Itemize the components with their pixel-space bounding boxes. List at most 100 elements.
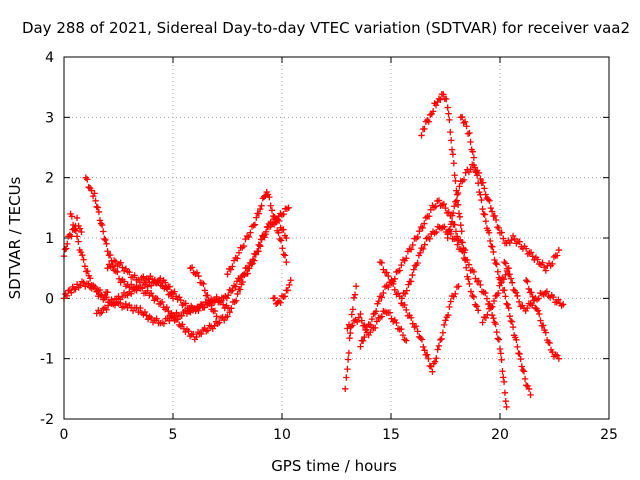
- data-point: [469, 148, 476, 155]
- data-point: [225, 291, 232, 299]
- data-point: [216, 319, 223, 326]
- data-point: [128, 281, 135, 288]
- data-point: [168, 291, 175, 298]
- data-point: [452, 198, 459, 206]
- data-point: [71, 226, 78, 233]
- data-point: [226, 309, 233, 316]
- data-point: [281, 252, 289, 259]
- data-point: [491, 212, 498, 220]
- data-point: [444, 312, 452, 319]
- data-point: [477, 281, 484, 289]
- data-point: [368, 315, 376, 323]
- data-point: [110, 300, 117, 308]
- data-point: [519, 366, 527, 374]
- data-point: [280, 226, 287, 233]
- data-point: [409, 271, 416, 279]
- data-point: [383, 269, 390, 276]
- data-point: [486, 237, 494, 245]
- data-point: [454, 241, 461, 248]
- data-point: [344, 365, 351, 373]
- data-point: [437, 336, 444, 344]
- data-point: [378, 259, 385, 267]
- data-point: [81, 263, 89, 270]
- data-point: [525, 285, 532, 293]
- data-point: [100, 228, 107, 235]
- data-point: [157, 300, 164, 307]
- data-point: [405, 281, 412, 288]
- data-point: [235, 249, 243, 256]
- data-point: [102, 236, 109, 244]
- data-point: [423, 351, 431, 358]
- data-point: [281, 293, 289, 300]
- data-point: [467, 166, 474, 173]
- data-point: [438, 335, 445, 343]
- data-point: [529, 293, 536, 300]
- data-point: [403, 255, 410, 262]
- data-point: [433, 228, 440, 236]
- data-point: [412, 323, 420, 330]
- data-point: [497, 350, 505, 357]
- data-point: [440, 200, 448, 208]
- data-point: [72, 227, 79, 235]
- data-point: [92, 197, 99, 205]
- data-point: [486, 197, 493, 204]
- data-point: [240, 242, 248, 250]
- data-point: [446, 226, 454, 233]
- data-point: [119, 264, 126, 271]
- data-point: [398, 325, 405, 333]
- data-point: [447, 221, 455, 228]
- data-point: [452, 235, 460, 242]
- data-point: [463, 123, 470, 130]
- data-point: [433, 355, 440, 362]
- data-point: [460, 245, 467, 252]
- data-points: [60, 90, 567, 411]
- x-tick-label: 15: [382, 427, 400, 443]
- data-point: [555, 355, 563, 362]
- data-point: [126, 269, 133, 276]
- data-point: [103, 240, 110, 248]
- data-point: [506, 312, 514, 320]
- data-point: [279, 245, 286, 252]
- data-point: [201, 287, 209, 294]
- data-point: [479, 179, 487, 186]
- data-point: [470, 268, 478, 276]
- axis-ticks: 0 5 10 15 20 25 -2 -1 0 1 2 3 4: [40, 50, 618, 443]
- data-point: [93, 288, 100, 296]
- data-point: [349, 306, 357, 313]
- data-point: [485, 229, 493, 236]
- data-point: [427, 363, 435, 370]
- data-point: [414, 233, 421, 241]
- data-point: [407, 314, 415, 321]
- data-point: [455, 283, 462, 290]
- data-point: [483, 295, 491, 302]
- data-point: [543, 288, 551, 295]
- data-point: [120, 278, 128, 285]
- data-point: [421, 347, 428, 354]
- data-point: [115, 275, 123, 282]
- data-point: [118, 293, 126, 301]
- data-point: [522, 382, 530, 389]
- data-point: [501, 258, 508, 266]
- data-point: [84, 176, 91, 183]
- data-point: [554, 252, 561, 259]
- data-point: [391, 286, 399, 294]
- data-point: [542, 267, 549, 274]
- data-point: [409, 241, 416, 249]
- series-track-6: [104, 257, 177, 302]
- data-point: [414, 328, 421, 335]
- data-point: [446, 116, 453, 124]
- data-point: [461, 118, 469, 125]
- data-point: [224, 271, 231, 278]
- data-point: [344, 325, 351, 332]
- data-point: [357, 310, 364, 318]
- data-point: [409, 320, 416, 327]
- data-point: [522, 277, 530, 284]
- data-point: [447, 298, 454, 305]
- data-point: [482, 289, 489, 297]
- data-point: [399, 331, 407, 339]
- data-point: [407, 278, 415, 285]
- data-point: [112, 258, 119, 265]
- data-point: [258, 202, 265, 209]
- data-point: [349, 322, 356, 329]
